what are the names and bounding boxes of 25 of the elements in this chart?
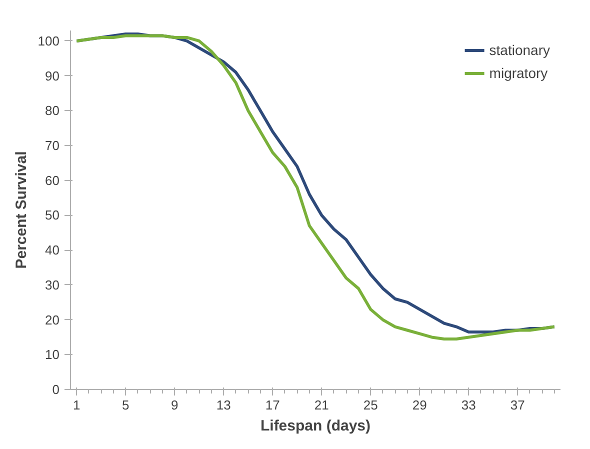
legend-label: stationary: [489, 42, 550, 58]
x-tick-label: 37: [510, 398, 525, 412]
y-tick-label: 80: [45, 103, 60, 118]
y-tick-label: 60: [45, 172, 60, 188]
x-tick-label: 21: [314, 398, 329, 412]
x-axis-title: Lifespan (days): [260, 418, 371, 434]
y-tick-label: 10: [45, 347, 60, 362]
legend-label: migratory: [489, 65, 548, 81]
x-tick-label: 25: [363, 398, 378, 412]
y-tick-label: 70: [45, 138, 60, 154]
y-tick-label: 20: [45, 312, 60, 328]
y-tick-label: 90: [45, 68, 60, 84]
x-tick-label: 1: [73, 398, 80, 412]
y-tick-label: 100: [38, 33, 60, 48]
x-tick-label: 13: [216, 398, 231, 412]
y-axis-title: Percent Survival: [12, 151, 30, 269]
x-tick-label: 9: [171, 398, 178, 412]
x-tick-label: 29: [412, 398, 427, 412]
x-tick-label: 33: [461, 398, 476, 412]
y-tick-label: 0: [52, 382, 60, 397]
x-tick-label: 17: [265, 398, 280, 412]
y-tick-label: 40: [45, 242, 60, 258]
y-tick-label: 30: [45, 277, 60, 292]
x-tick-label: 5: [122, 398, 130, 412]
y-tick-label: 50: [45, 208, 60, 223]
